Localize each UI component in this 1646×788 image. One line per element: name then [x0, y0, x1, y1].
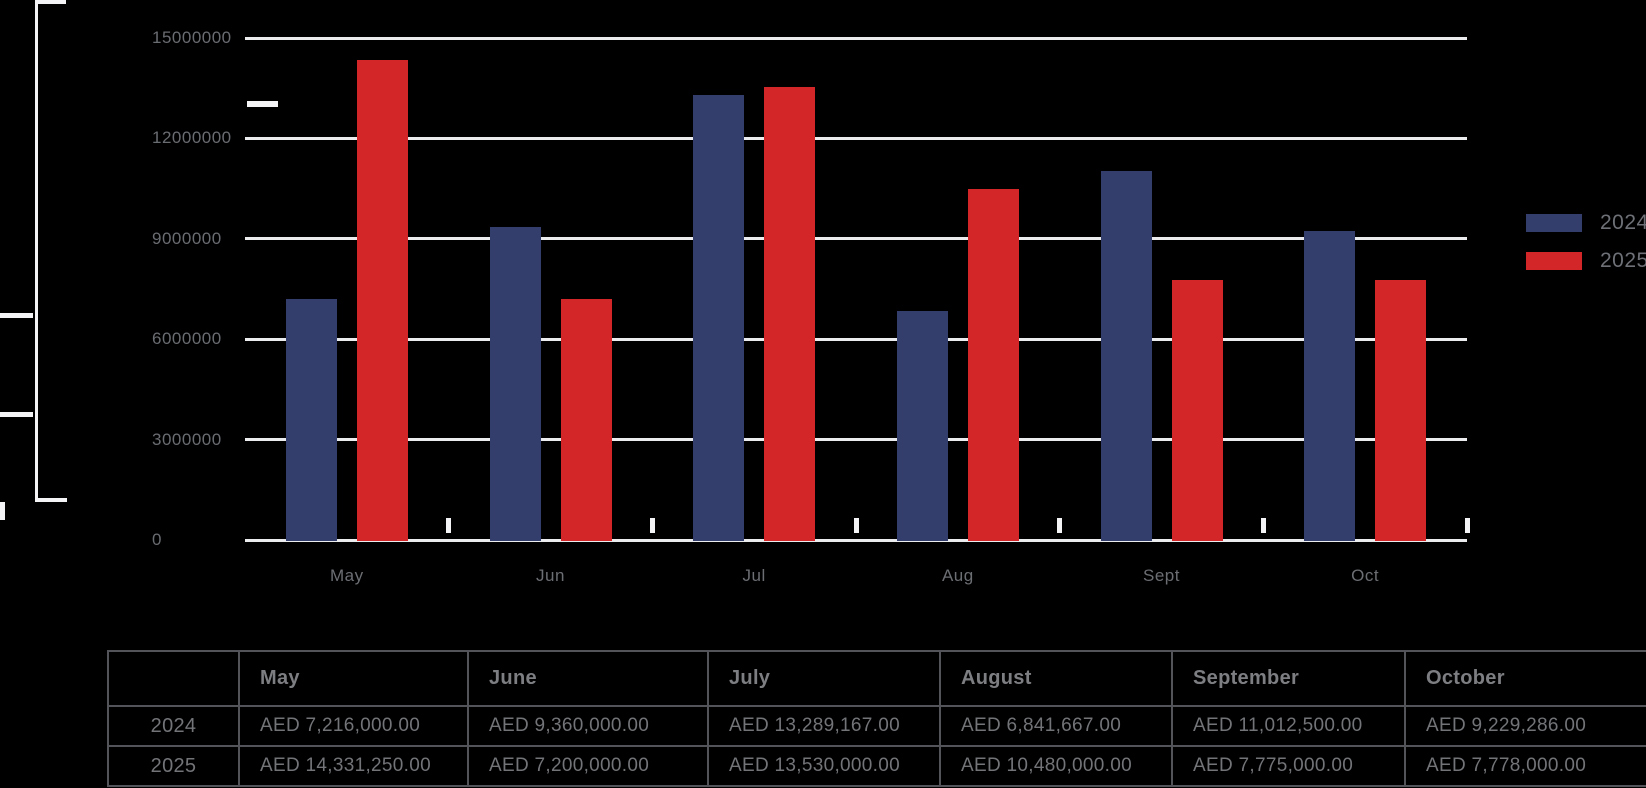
left-edge-dash-lower — [0, 412, 33, 417]
table-value-2025: AED 13,530,000.00 — [709, 747, 941, 787]
bracket-top-arm — [35, 0, 66, 4]
y-axis-tick-label: 6000000 — [152, 329, 222, 349]
x-axis-tick — [446, 518, 452, 533]
x-axis-tick — [1464, 518, 1470, 533]
table-header-empty — [109, 652, 240, 707]
bar-2024-oct — [1304, 231, 1356, 541]
x-axis-label-aug: Aug — [941, 566, 974, 585]
x-axis-tick — [853, 518, 859, 533]
table-value-2024: AED 13,289,167.00 — [709, 707, 941, 747]
left-corner-block — [0, 502, 5, 520]
monthly-values-table: May June July August September October 2024 AED… — [107, 650, 1646, 787]
legend-item-2025: 2025 — [1526, 249, 1646, 272]
chart-legend: 2024 2025 — [1526, 211, 1646, 290]
table-value-2024: AED 7,216,000.00 — [240, 707, 469, 747]
y-axis-tick-label: 12000000 — [152, 128, 232, 148]
y-axis-tick-label: 15000000 — [152, 28, 232, 47]
bar-2024-jun — [489, 226, 541, 541]
gridline — [245, 337, 1467, 341]
bar-2025-aug — [967, 189, 1019, 541]
table-value-2025: AED 14,331,250.00 — [240, 747, 469, 787]
table-value-2024: AED 6,841,667.00 — [941, 707, 1173, 747]
bracket-vertical-line — [35, 0, 38, 502]
gridline — [245, 438, 1467, 442]
gridline — [245, 36, 1467, 40]
legend-swatch-2025 — [1526, 252, 1582, 270]
x-axis-label-oct: Oct — [1351, 566, 1380, 585]
gridline — [245, 237, 1467, 241]
x-axis-label-may: May — [330, 566, 364, 585]
x-axis-label-jul: Jul — [742, 566, 766, 585]
table-value-2025: AED 7,778,000.00 — [1406, 747, 1646, 787]
x-axis-label-sept: Sept — [1143, 566, 1180, 585]
bracket-bottom-arm — [35, 498, 67, 502]
bar-2025-sept — [1171, 279, 1223, 541]
bar-2024-aug — [896, 311, 948, 541]
table-header-august: August — [941, 652, 1173, 707]
bar-2024-sept — [1100, 171, 1152, 541]
table-value-2024: AED 9,229,286.00 — [1406, 707, 1646, 747]
bar-2025-jun — [560, 299, 612, 541]
x-axis-label-jun: Jun — [536, 566, 565, 585]
table-value-2025: AED 10,480,000.00 — [941, 747, 1173, 787]
bar-2024-jul — [693, 95, 745, 541]
table-value-2024: AED 9,360,000.00 — [469, 707, 709, 747]
x-axis-tick — [649, 518, 655, 533]
axis-marker-dash — [247, 101, 278, 107]
y-axis-tick-label: 3000000 — [152, 429, 222, 449]
x-axis-tick — [1057, 518, 1063, 533]
bar-2025-oct — [1375, 279, 1427, 541]
legend-swatch-2024 — [1526, 214, 1582, 232]
gridline — [245, 136, 1467, 140]
left-edge-dash-upper — [0, 313, 33, 318]
legend-label-2025: 2025 — [1600, 249, 1646, 272]
table-header-october: October — [1406, 652, 1646, 707]
table-value-2025: AED 7,775,000.00 — [1173, 747, 1406, 787]
x-axis-tick — [1260, 518, 1266, 533]
table-header-july: July — [709, 652, 941, 707]
table-row-label-2024: 2024 — [109, 707, 240, 747]
legend-item-2024: 2024 — [1526, 211, 1646, 234]
table-value-2025: AED 7,200,000.00 — [469, 747, 709, 787]
y-axis-tick-label: 0 — [152, 530, 162, 549]
bar-2025-jul — [764, 87, 816, 541]
bar-2025-may — [356, 60, 408, 541]
gridline — [245, 538, 1467, 542]
table-value-2024: AED 11,012,500.00 — [1173, 707, 1406, 747]
legend-label-2024: 2024 — [1600, 211, 1646, 234]
y-axis-tick-label: 9000000 — [152, 228, 222, 248]
table-header-june: June — [469, 652, 709, 707]
table-header-may: May — [240, 652, 469, 707]
table-row-label-2025: 2025 — [109, 747, 240, 787]
table-header-september: September — [1173, 652, 1406, 707]
bar-2024-may — [285, 298, 337, 541]
